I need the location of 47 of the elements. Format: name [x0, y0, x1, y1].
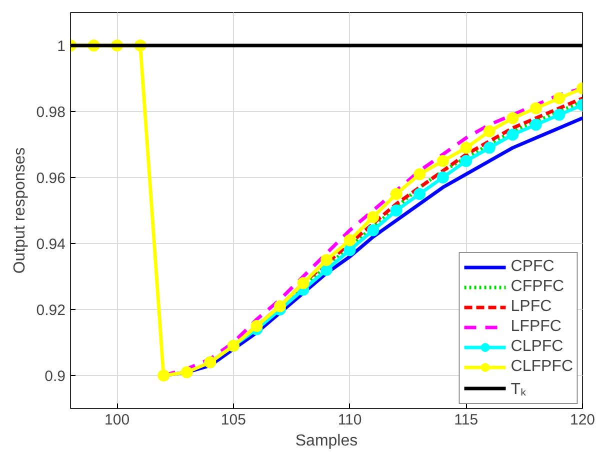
point [414, 188, 426, 200]
point [483, 142, 496, 154]
point [436, 155, 449, 167]
legend-label: Tₖ [510, 380, 528, 399]
point [367, 224, 380, 236]
y-tick-label: 1 [57, 38, 66, 55]
point [344, 234, 356, 246]
point [158, 370, 170, 382]
point [436, 172, 449, 184]
point [180, 366, 193, 378]
legend-label: LPFC [510, 297, 552, 317]
point [506, 128, 519, 141]
point [297, 277, 310, 290]
y-tick-label: 0.9 [44, 368, 66, 385]
legend-label: CLFPFC [510, 357, 573, 377]
x-tick-label: 105 [220, 412, 246, 428]
point [320, 264, 332, 276]
point [553, 108, 566, 121]
point [530, 102, 542, 114]
point [274, 300, 286, 312]
legend-label: CLPFC [510, 337, 564, 357]
point [553, 92, 566, 104]
point [460, 142, 472, 154]
x-tick-label: 120 [570, 412, 596, 428]
legend-label: CPFC [510, 257, 554, 277]
point [460, 155, 472, 167]
point [390, 188, 402, 200]
y-tick-label: 0.96 [36, 170, 66, 187]
point [530, 118, 542, 131]
point [414, 168, 426, 180]
legend-label: CFPFC [510, 277, 564, 297]
x-tick-label: 100 [104, 412, 130, 428]
y-tick-label: 0.92 [36, 302, 66, 319]
x-axis-title: Samples [295, 432, 358, 450]
point [320, 254, 332, 266]
point [250, 320, 263, 332]
point [367, 211, 380, 224]
point [483, 125, 496, 138]
x-tick-label: 115 [454, 412, 478, 428]
point [344, 244, 356, 256]
y-tick-label: 0.98 [36, 104, 66, 121]
legend-label: LFPFC [510, 317, 562, 337]
y-axis-title: Output responses [11, 147, 28, 274]
point [390, 204, 402, 216]
y-tick-label: 0.94 [36, 236, 66, 253]
point [506, 112, 519, 124]
x-tick-label: 110 [338, 412, 362, 428]
